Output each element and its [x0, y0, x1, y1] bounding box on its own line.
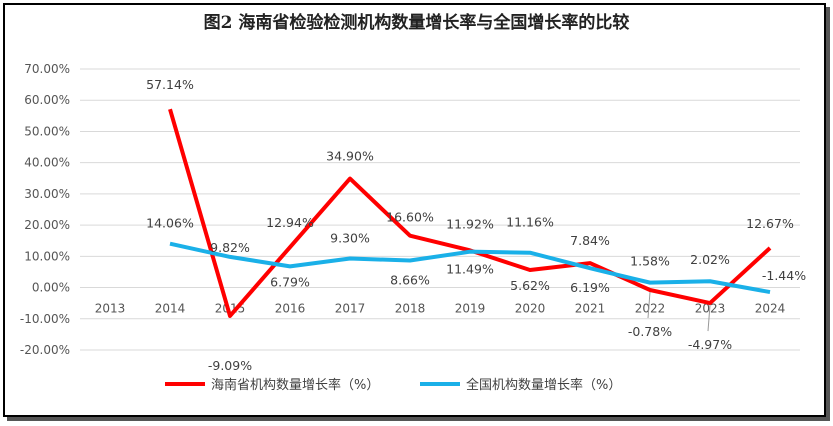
x-tick-label: 2024 [755, 302, 786, 316]
data-label: 34.90% [326, 149, 374, 164]
data-label: -1.44% [762, 268, 806, 283]
data-label: 16.60% [386, 210, 434, 225]
data-label: 57.14% [146, 77, 194, 92]
data-label: -4.97% [688, 337, 732, 352]
data-label: 12.94% [266, 215, 314, 230]
series-line-0 [168, 108, 772, 318]
y-tick-label: -20.00% [20, 343, 70, 357]
leader-line [707, 305, 711, 332]
data-label: 11.49% [446, 262, 494, 277]
data-label: 6.79% [270, 274, 310, 289]
leader-line [647, 291, 651, 319]
series-line-1 [169, 241, 771, 295]
x-tick-label: 2014 [155, 302, 186, 316]
data-label: 11.92% [446, 216, 494, 231]
data-label: 9.30% [330, 231, 370, 246]
chart-title: 图2 海南省检验检测机构数量增长率与全国增长率的比较 [203, 13, 630, 33]
data-label: 8.66% [390, 273, 430, 288]
data-label: 12.67% [746, 216, 794, 231]
data-label: -9.09% [208, 358, 252, 373]
data-label: 9.82% [210, 240, 250, 255]
y-tick-label: -10.00% [20, 312, 70, 326]
x-tick-label: 2022 [635, 302, 666, 316]
y-tick-label: 40.00% [24, 156, 70, 170]
legend-label: 全国机构数量增长率（%） [466, 377, 621, 393]
y-tick-label: 60.00% [24, 93, 70, 107]
legend-label: 海南省机构数量增长率（%） [211, 377, 379, 393]
y-tick-label: 20.00% [24, 218, 70, 232]
y-tick-label: 0.00% [32, 281, 70, 295]
chart-frame [3, 3, 826, 417]
y-tick-label: 50.00% [24, 124, 70, 138]
x-tick-label: 2013 [95, 302, 126, 316]
y-tick-label: 70.00% [24, 62, 70, 76]
data-label: 11.16% [506, 215, 554, 230]
data-label: 1.58% [630, 254, 670, 269]
x-tick-label: 2019 [455, 302, 486, 316]
y-tick-label: 10.00% [24, 249, 70, 263]
data-label: 2.02% [690, 252, 730, 267]
x-tick-label: 2018 [395, 302, 426, 316]
data-label: 6.19% [570, 280, 610, 295]
data-label: 5.62% [510, 278, 550, 293]
x-tick-label: 2016 [275, 302, 306, 316]
data-label: 7.84% [570, 233, 610, 248]
data-label: -0.78% [628, 324, 672, 339]
x-tick-label: 2017 [335, 302, 366, 316]
y-tick-label: 30.00% [24, 187, 70, 201]
x-tick-label: 2020 [515, 302, 546, 316]
x-tick-label: 2021 [575, 302, 606, 316]
data-label: 14.06% [146, 216, 194, 231]
